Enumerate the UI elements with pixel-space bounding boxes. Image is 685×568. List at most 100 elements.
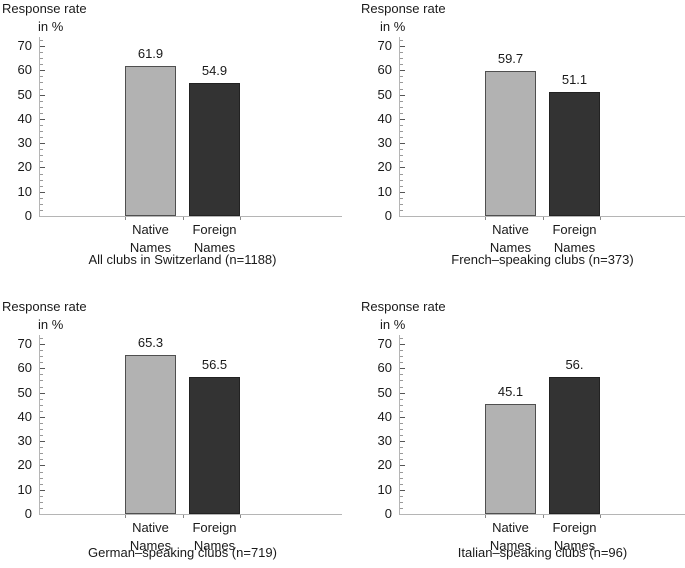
y-minor-tick xyxy=(40,508,43,509)
panel-caption: French–speaking clubs (n=373) xyxy=(451,252,634,267)
y-major-tick xyxy=(400,70,405,71)
plot-area: 0 10 20 30 40 50 60 70 61.9 Native Names 54.9 Foreig… xyxy=(0,0,342,284)
y-tick-label: 50 xyxy=(377,385,392,400)
y-minor-tick xyxy=(40,447,43,448)
bar-native-names xyxy=(125,355,176,514)
y-minor-tick xyxy=(400,356,403,357)
category-label-foreign-names-line2: Names xyxy=(553,240,596,255)
x-axis-line xyxy=(39,514,342,515)
y-minor-tick xyxy=(40,374,43,375)
y-axis-line xyxy=(39,335,40,515)
y-minor-tick xyxy=(400,429,403,430)
y-minor-tick xyxy=(40,387,43,388)
y-minor-tick xyxy=(40,453,43,454)
bar-native-names xyxy=(125,66,176,216)
y-minor-tick xyxy=(400,82,403,83)
y-axis-title-line2: in % xyxy=(380,19,406,34)
y-minor-tick xyxy=(40,64,43,65)
y-minor-tick xyxy=(40,478,43,479)
y-minor-tick xyxy=(40,429,43,430)
y-axis-title-line2: in % xyxy=(38,317,64,332)
y-tick-label: 50 xyxy=(17,87,32,102)
bar-foreign-names xyxy=(549,377,600,514)
bar-foreign-names xyxy=(549,92,600,216)
panel-french-speaking-clubs: Response rate in % 0 10 20 30 40 50 60 70 59.7 Na… xyxy=(342,0,685,284)
y-tick-label: 70 xyxy=(17,336,32,351)
y-minor-tick xyxy=(40,399,43,400)
y-minor-tick xyxy=(40,210,43,211)
y-axis-title-line1: Response rate xyxy=(2,1,87,16)
y-minor-tick xyxy=(400,399,403,400)
panel-caption: German–speaking clubs (n=719) xyxy=(88,545,277,560)
y-minor-tick xyxy=(40,137,43,138)
y-tick-label: 40 xyxy=(17,111,32,126)
bar-foreign-names xyxy=(189,83,240,216)
y-tick-label: 0 xyxy=(24,506,32,521)
y-major-tick xyxy=(400,344,405,345)
y-tick-label: 10 xyxy=(377,184,392,199)
y-axis-line xyxy=(399,37,400,217)
y-minor-tick xyxy=(40,155,43,156)
y-tick-label: 20 xyxy=(377,457,392,472)
y-major-tick xyxy=(400,465,405,466)
y-minor-tick xyxy=(40,52,43,53)
category-label-foreign-names-line1: Foreign xyxy=(192,222,237,237)
x-axis-tick xyxy=(600,217,601,220)
y-major-tick xyxy=(40,393,45,394)
y-minor-tick xyxy=(400,496,403,497)
y-minor-tick xyxy=(400,210,403,211)
y-minor-tick xyxy=(40,405,43,406)
y-minor-tick xyxy=(400,423,403,424)
x-axis-tick xyxy=(240,515,241,518)
y-minor-tick xyxy=(40,198,43,199)
y-minor-tick xyxy=(400,64,403,65)
y-minor-tick xyxy=(400,155,403,156)
x-axis-line xyxy=(39,216,342,217)
y-minor-tick xyxy=(400,198,403,199)
y-minor-tick xyxy=(40,161,43,162)
y-minor-tick xyxy=(400,174,403,175)
bar-value-label-native-names: 65.3 xyxy=(137,335,164,350)
y-tick-label: 0 xyxy=(384,506,392,521)
y-axis-title-line2: in % xyxy=(380,317,406,332)
y-axis-line xyxy=(399,335,400,515)
category-label-native-names-line2: Names xyxy=(129,538,172,553)
y-major-tick xyxy=(400,441,405,442)
y-minor-tick xyxy=(400,125,403,126)
y-minor-tick xyxy=(400,338,403,339)
y-minor-tick xyxy=(40,423,43,424)
y-minor-tick xyxy=(40,107,43,108)
y-major-tick xyxy=(40,441,45,442)
y-minor-tick xyxy=(400,405,403,406)
y-minor-tick xyxy=(400,387,403,388)
y-tick-label: 60 xyxy=(17,360,32,375)
y-minor-tick xyxy=(400,508,403,509)
y-minor-tick xyxy=(400,411,403,412)
y-minor-tick xyxy=(400,472,403,473)
x-axis-tick xyxy=(125,515,126,518)
category-label-foreign-names-line2: Names xyxy=(553,538,596,553)
y-axis-line xyxy=(39,37,40,217)
y-tick-label: 10 xyxy=(17,184,32,199)
y-minor-tick xyxy=(400,502,403,503)
y-minor-tick xyxy=(400,453,403,454)
y-axis-title-line1: Response rate xyxy=(2,299,87,314)
category-label-native-names-line1: Native xyxy=(492,520,529,535)
y-minor-tick xyxy=(40,58,43,59)
y-major-tick xyxy=(40,95,45,96)
y-minor-tick xyxy=(400,40,403,41)
y-minor-tick xyxy=(400,374,403,375)
y-minor-tick xyxy=(40,411,43,412)
category-label-native-names-line1: Native xyxy=(132,520,169,535)
y-minor-tick xyxy=(40,40,43,41)
x-axis-line xyxy=(399,216,685,217)
y-minor-tick xyxy=(400,380,403,381)
y-tick-label: 70 xyxy=(377,38,392,53)
y-minor-tick xyxy=(400,76,403,77)
y-minor-tick xyxy=(40,82,43,83)
plot-area: 0 10 20 30 40 50 60 70 45.1 Native Names 56. Foreign… xyxy=(342,284,685,568)
bar-value-label-native-names: 59.7 xyxy=(497,51,524,66)
y-minor-tick xyxy=(40,502,43,503)
bar-value-label-native-names: 45.1 xyxy=(497,384,524,399)
